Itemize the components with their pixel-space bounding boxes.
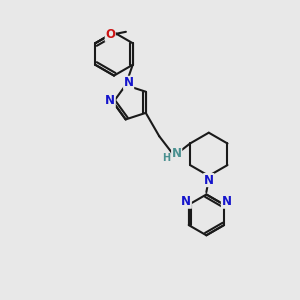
Text: N: N bbox=[181, 195, 191, 208]
Text: N: N bbox=[172, 147, 182, 160]
Text: O: O bbox=[105, 28, 115, 41]
Text: H: H bbox=[162, 153, 170, 163]
Text: N: N bbox=[124, 76, 134, 89]
Text: N: N bbox=[105, 94, 115, 107]
Text: N: N bbox=[221, 195, 231, 208]
Text: N: N bbox=[204, 174, 214, 187]
